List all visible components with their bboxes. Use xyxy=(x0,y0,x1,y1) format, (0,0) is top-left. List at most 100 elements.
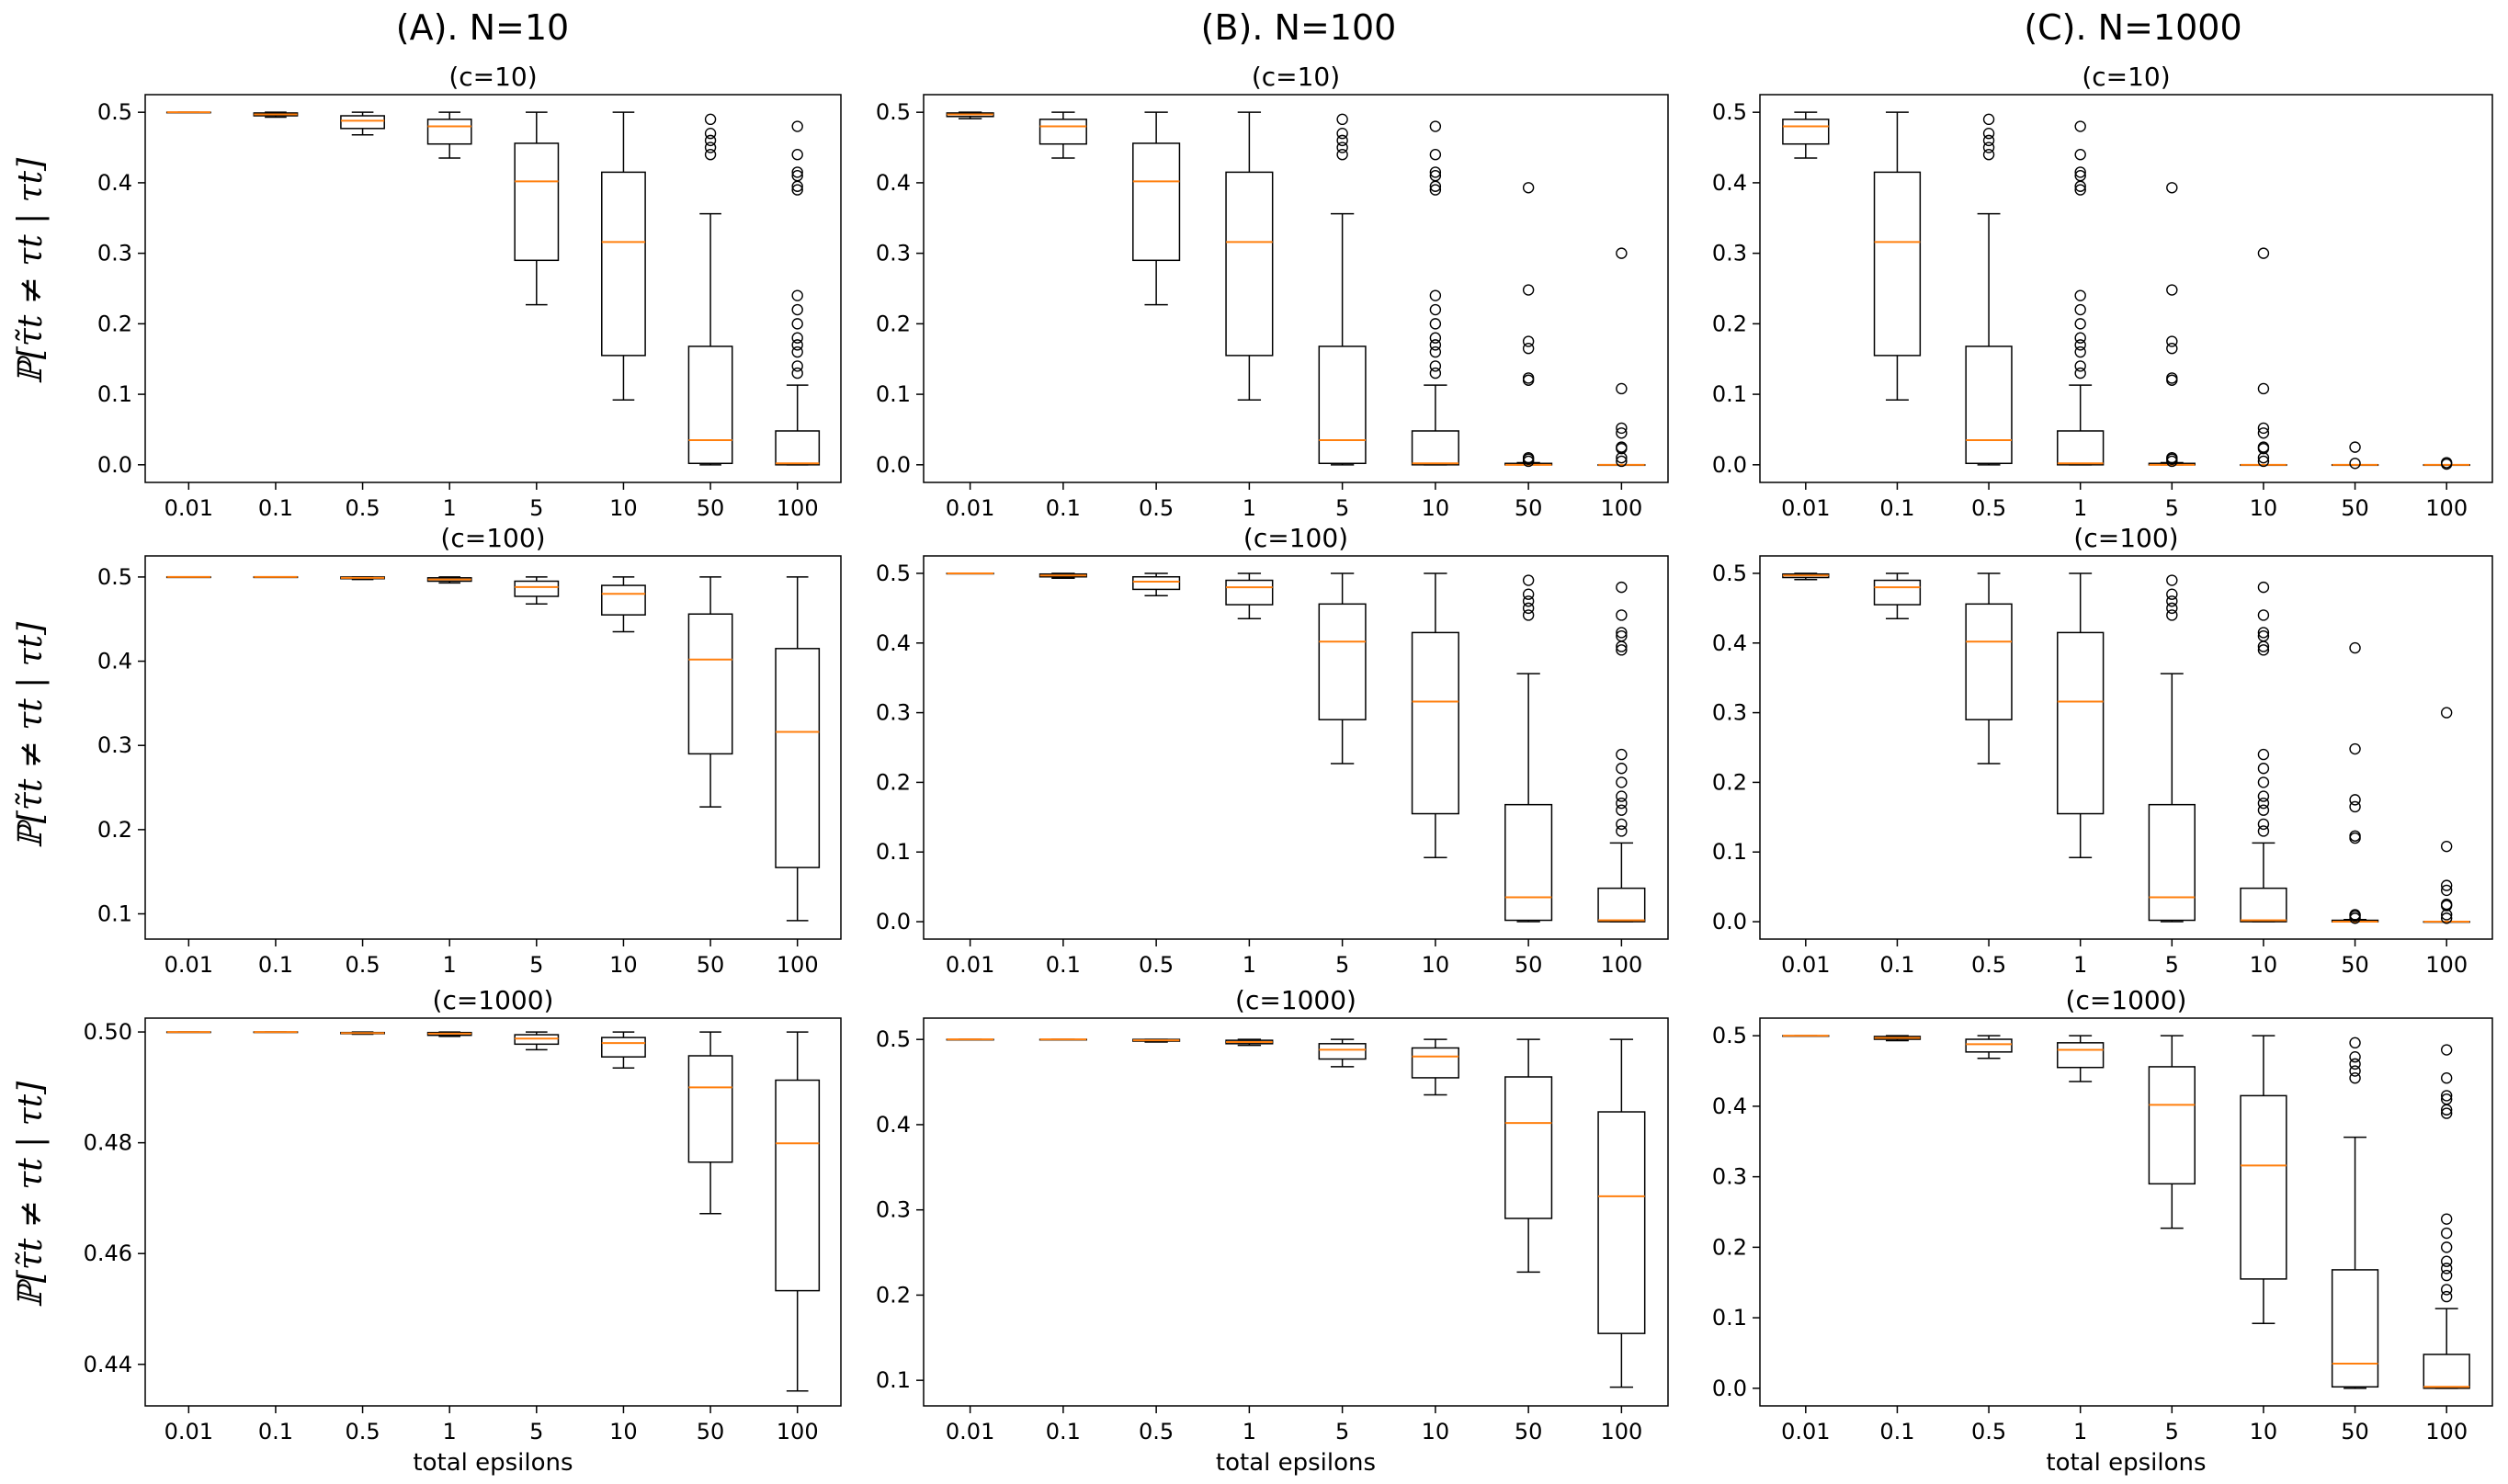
panel-r1-c1: (c=100)0.00.10.20.30.40.50.01 0.1 0.5 1 5 10 5… xyxy=(876,523,1669,978)
outlier-point xyxy=(1522,335,1535,347)
outlier-point xyxy=(1982,113,1995,126)
subplot-title: (c=1000) xyxy=(2066,985,2187,1015)
x-tick-label: 100 xyxy=(777,952,819,978)
outlier-point xyxy=(1616,804,1628,816)
x-tick-label: 5 xyxy=(529,952,543,978)
outlier-point xyxy=(2074,346,2086,358)
y-tick-label: 0.1 xyxy=(1712,381,1747,407)
outlier-point xyxy=(1336,142,1348,153)
box-plot-0.1 xyxy=(253,575,299,579)
y-tick-label: 0.5 xyxy=(876,561,911,586)
iqr-box xyxy=(1411,631,1459,815)
outlier-point xyxy=(1616,422,1628,435)
box-plot-100 xyxy=(1597,247,1646,468)
outlier-point xyxy=(2257,763,2270,775)
iqr-box xyxy=(1965,346,2013,465)
box-plot-100 xyxy=(1597,581,1646,923)
iqr-box xyxy=(1318,1043,1367,1060)
y-tick-label: 0.4 xyxy=(97,649,132,674)
outlier-point xyxy=(2074,367,2086,379)
y-tick-label: 0.5 xyxy=(1712,1023,1747,1048)
x-tick-label: 0.5 xyxy=(345,952,380,978)
outlier-point xyxy=(2257,609,2270,621)
outlier-point xyxy=(1616,825,1628,837)
box-plot-0.1 xyxy=(1873,111,1922,401)
iqr-box xyxy=(426,119,472,145)
subplot-title: (c=100) xyxy=(2073,523,2178,553)
box-plot-50 xyxy=(2331,1037,2379,1389)
iqr-box xyxy=(1132,142,1181,262)
box-plot-1 xyxy=(1225,111,1274,401)
subplot-title: (c=10) xyxy=(448,62,537,92)
outlier-point xyxy=(2440,1072,2453,1084)
outlier-point xyxy=(2440,1290,2453,1303)
iqr-box xyxy=(1504,1076,1553,1219)
outlier-point xyxy=(1522,602,1535,615)
y-tick-label: 0.2 xyxy=(1712,1234,1747,1260)
box-plot-0.01 xyxy=(1782,111,1830,159)
box-plot-100 xyxy=(1597,1038,1646,1388)
box-plot-5 xyxy=(514,576,560,605)
iqr-box xyxy=(2240,1094,2287,1280)
x-axis-label: total epsilons xyxy=(1216,1449,1376,1477)
x-tick-label: 10 xyxy=(1422,495,1450,521)
y-tick-label: 0.1 xyxy=(876,1367,911,1393)
box-plot-100 xyxy=(775,576,821,922)
box-plot-1 xyxy=(426,576,472,584)
column-title-c: (C). N=1000 xyxy=(2024,7,2241,48)
y-tick-label: 0.1 xyxy=(1712,1305,1747,1331)
plot-frame xyxy=(1759,1017,2493,1407)
y-tick-label: 0.44 xyxy=(84,1352,132,1377)
y-tick-label: 0.4 xyxy=(1712,170,1747,196)
outlier-point xyxy=(2349,1065,2361,1077)
panel-r2-c1: (c=1000) 0.1 0.2 0.3 0.4 0.5 0.01 0.1 0.5 1 5 10 50 1… xyxy=(876,985,1669,1477)
outlier-point xyxy=(2257,776,2270,788)
outlier-point xyxy=(2166,182,2178,194)
outlier-point xyxy=(2074,120,2086,132)
outlier-point xyxy=(2257,627,2270,639)
box-plot-50 xyxy=(687,1031,733,1215)
iqr-box xyxy=(514,580,560,597)
outlier-point xyxy=(1982,149,1995,161)
outlier-point xyxy=(2349,800,2361,813)
outlier-point xyxy=(2074,170,2086,182)
iqr-box xyxy=(514,142,560,262)
box-plot-0.01 xyxy=(946,111,994,119)
iqr-box xyxy=(687,346,733,465)
outlier-point xyxy=(1429,303,1442,316)
y-tick-label: 0.1 xyxy=(876,381,911,407)
box-plot-0.5 xyxy=(340,576,385,581)
panel-r0-c1: (c=10) 0.0 0.1 0.2 0.3 0.4 0.5 0.01 0.1 0.5 1 5 10 50… xyxy=(876,62,1669,521)
box-plot-5 xyxy=(514,1031,560,1051)
x-tick-label: 5 xyxy=(2165,495,2179,521)
box-plot-0.1 xyxy=(253,1031,299,1034)
outlier-point xyxy=(2440,912,2453,924)
outlier-point xyxy=(2440,1255,2453,1267)
plot-frame xyxy=(923,94,1669,483)
outlier-point xyxy=(2074,339,2086,351)
outlier-point xyxy=(791,170,803,182)
outlier-point xyxy=(2349,458,2361,470)
box-plot-50 xyxy=(687,576,733,808)
outlier-point xyxy=(1522,588,1535,600)
outlier-point xyxy=(2166,595,2178,607)
y-tick-label: 0.3 xyxy=(1712,241,1747,266)
box-plot-50 xyxy=(2331,441,2379,470)
x-tick-label: 0.01 xyxy=(165,952,213,978)
iqr-box xyxy=(775,1079,821,1292)
outlier-point xyxy=(1336,134,1348,147)
outlier-point xyxy=(2440,1093,2453,1105)
outlier-point xyxy=(791,166,803,178)
y-tick-label: 0.4 xyxy=(876,630,911,656)
box-plot-100 xyxy=(775,120,821,466)
box-plot-0.1 xyxy=(1873,572,1922,619)
x-tick-label: 0.5 xyxy=(345,1419,380,1444)
outlier-point xyxy=(2257,797,2270,810)
iqr-box xyxy=(1782,119,1830,145)
y-tick-label: 0.4 xyxy=(876,170,911,196)
panel-r0-c2: (c=10) 0.0 0.1 0.2 0.3 0.4 0.5 0.01 0.1 0.5 1 5 10 50… xyxy=(1712,62,2493,521)
iqr-box xyxy=(2057,1042,2105,1069)
outlier-point xyxy=(2257,247,2270,259)
box-plot-0.01 xyxy=(1782,1035,1830,1037)
y-tick-label: 0.2 xyxy=(876,769,911,795)
